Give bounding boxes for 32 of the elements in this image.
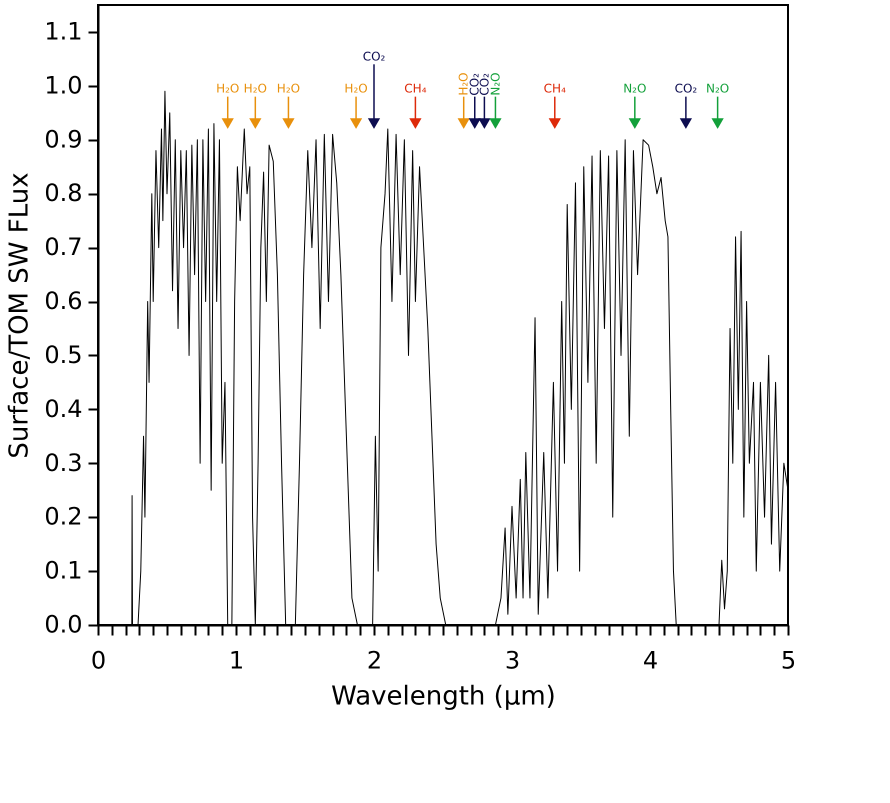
x-tick-label: 0 <box>90 646 106 674</box>
y-tick-label: 0.1 <box>44 556 82 585</box>
text: H₂O <box>344 82 368 96</box>
y-tick-label: 0.7 <box>44 233 82 262</box>
text: N₂O <box>488 72 502 96</box>
y-tick-label: 0.2 <box>44 502 82 531</box>
y-tick-label: 0.3 <box>44 448 82 477</box>
y-tick-label: 0.8 <box>44 179 82 208</box>
y-tick-label: 0.5 <box>44 340 82 369</box>
y-axis-title: Surface/TOM SW FLux <box>4 172 34 459</box>
x-tick-label: 4 <box>642 646 658 674</box>
text: CO₂ <box>362 49 386 64</box>
x-tick-label: 5 <box>780 646 796 674</box>
x-tick-label: 1 <box>228 646 244 674</box>
x-axis-title: Wavelength (μm) <box>331 682 556 712</box>
series-label: CH₄ <box>404 82 427 96</box>
x-tick-label: 3 <box>504 646 520 674</box>
y-tick-label: 0.0 <box>44 610 82 638</box>
y-tick-label: 1.0 <box>44 71 82 100</box>
text: H₂O <box>276 82 300 96</box>
y-tick-label: 0.9 <box>44 125 82 154</box>
y-tick-label: 0.6 <box>44 287 82 316</box>
x-tick-label: 2 <box>366 646 382 674</box>
text: CO₂ <box>674 82 698 96</box>
text: CH₄ <box>544 82 566 96</box>
text: H₂O <box>244 82 267 96</box>
text: H₂O <box>216 82 240 96</box>
text: N₂O <box>706 82 730 96</box>
text: N₂O <box>623 82 646 96</box>
text: H₂O <box>456 72 471 96</box>
y-tick-label: 0.4 <box>44 394 82 423</box>
y-tick-label: 1.1 <box>44 17 82 46</box>
